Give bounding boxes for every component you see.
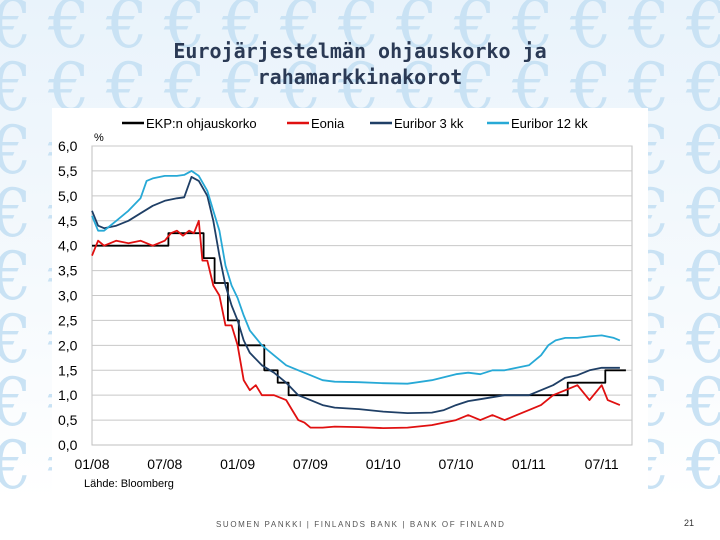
source-note: Lähde: Bloomberg <box>84 478 174 490</box>
euro-sign-icon: € <box>396 0 438 63</box>
y-tick-label: 3,0 <box>58 288 78 304</box>
footer: SUOMEN PANKKI | FINLANDS BANK | BANK OF … <box>0 510 720 540</box>
euro-sign-icon: € <box>686 238 720 315</box>
slide-title-line-1: Eurojärjestelmän ohjauskorko ja <box>173 39 547 63</box>
euro-sign-icon: € <box>48 0 90 63</box>
euro-sign-icon: € <box>686 0 720 63</box>
euro-sign-icon: € <box>164 0 206 63</box>
euro-sign-icon: € <box>512 0 554 63</box>
euro-sign-icon: € <box>570 0 612 63</box>
y-tick-label: 6,0 <box>58 138 78 154</box>
slide-title-line-2: rahamarkkinakorot <box>257 65 463 89</box>
page-number: 21 <box>683 518 694 528</box>
euro-sign-icon: € <box>454 0 496 63</box>
x-tick-label: 07/11 <box>585 456 619 472</box>
euro-sign-icon: € <box>222 0 264 63</box>
series-line-2 <box>91 176 620 414</box>
legend-label: Euribor 3 kk <box>394 116 464 131</box>
x-tick-label: 07/08 <box>147 456 182 472</box>
euro-sign-icon: € <box>0 301 32 378</box>
legend-label: Eonia <box>311 116 345 131</box>
y-tick-label: 0,0 <box>58 437 78 453</box>
x-tick-label: 01/09 <box>220 456 255 472</box>
euro-sign-icon: € <box>686 301 720 378</box>
euro-sign-icon: € <box>106 0 148 63</box>
y-tick-label: 4,5 <box>58 213 78 229</box>
y-axis-unit: % <box>94 132 104 144</box>
x-tick-label: 07/09 <box>293 456 328 472</box>
y-tick-label: 2,5 <box>58 312 78 328</box>
euro-sign-icon: € <box>338 0 380 63</box>
y-tick-label: 5,0 <box>58 188 78 204</box>
footer-text: SUOMEN PANKKI | FINLANDS BANK | BANK OF … <box>216 520 506 529</box>
euro-sign-icon: € <box>686 175 720 252</box>
euro-sign-icon: € <box>280 0 322 63</box>
y-tick-label: 1,0 <box>58 387 78 403</box>
y-tick-label: 4,0 <box>58 238 78 254</box>
y-tick-label: 2,0 <box>58 337 78 353</box>
chart: 0,0 0,5 1,0 1,5 2,0 2,5 3,0 3,5 4,0 4,5 5,0 5,5 6,0%… <box>58 116 633 490</box>
y-tick-label: 5,5 <box>58 163 78 179</box>
y-tick-label: 0,5 <box>58 412 78 428</box>
slide-title: Eurojärjestelmän ohjauskorko ja rahamark… <box>110 38 610 90</box>
euro-sign-icon: € <box>686 49 720 126</box>
euro-sign-icon: € <box>686 427 720 500</box>
legend-label: Euribor 12 kk <box>511 116 588 131</box>
euro-sign-icon: € <box>628 0 670 63</box>
x-tick-label: 01/10 <box>366 456 401 472</box>
euro-sign-icon: € <box>686 112 720 189</box>
series-line-1 <box>91 219 621 429</box>
series-line-3 <box>91 170 621 385</box>
legend-label: EKP:n ohjauskorko <box>146 116 257 131</box>
euro-sign-icon: € <box>0 175 32 252</box>
euro-sign-icon: € <box>0 427 32 500</box>
euro-sign-icon: € <box>0 112 32 189</box>
x-tick-label: 01/11 <box>512 456 546 472</box>
x-tick-label: 07/10 <box>439 456 474 472</box>
euro-sign-icon: € <box>0 0 32 63</box>
euro-sign-icon: € <box>686 364 720 441</box>
euro-sign-icon: € <box>0 364 32 441</box>
euro-sign-icon: € <box>0 49 32 126</box>
x-tick-label: 01/08 <box>74 456 109 472</box>
y-tick-label: 3,5 <box>58 263 78 279</box>
euro-sign-icon: € <box>0 238 32 315</box>
y-tick-label: 1,5 <box>58 362 78 378</box>
